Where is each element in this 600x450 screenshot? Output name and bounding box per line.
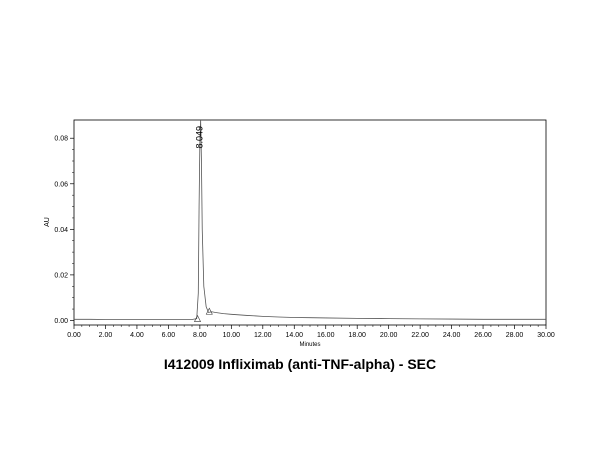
- y-axis-ticks: [70, 137, 74, 321]
- x-tick-label: 4.00: [130, 332, 144, 339]
- x-tick-label: 20.00: [380, 332, 398, 339]
- y-tick-label: 0.06: [54, 181, 68, 188]
- figure-caption: I412009 Infliximab (anti-TNF-alpha) - SE…: [163, 356, 437, 372]
- x-tick-label: 18.00: [348, 332, 366, 339]
- x-tick-label: 14.00: [286, 332, 304, 339]
- x-tick-label: 24.00: [443, 332, 461, 339]
- y-tick-label: 0.00: [54, 318, 68, 325]
- x-axis-tick-labels: 0.00 2.00 4.00 6.00 8.00 10.00 12.00 14.00 16.00…: [67, 332, 555, 339]
- x-tick-label: 10.00: [223, 332, 241, 339]
- x-tick-label: 30.00: [537, 332, 555, 339]
- x-axis-label: Minutes: [299, 342, 320, 348]
- x-tick-label: 2.00: [99, 332, 113, 339]
- x-axis-ticks: [73, 325, 547, 329]
- plot-frame: [73, 119, 547, 326]
- x-tick-label: 16.00: [317, 332, 335, 339]
- baseline-marker: [194, 314, 201, 322]
- y-tick-label: 0.04: [54, 227, 68, 234]
- peak-labels: 8.049: [195, 126, 205, 149]
- x-tick-label: 8.00: [193, 332, 207, 339]
- chromatogram-trace: [74, 119, 546, 320]
- y-axis-label: AU: [44, 217, 51, 227]
- y-tick-label: 0.02: [54, 272, 68, 279]
- x-tick-label: 22.00: [411, 332, 429, 339]
- x-tick-label: 12.00: [254, 332, 272, 339]
- peak-retention-label: 8.049: [195, 126, 205, 149]
- baseline-marker: [205, 307, 213, 315]
- x-tick-label: 6.00: [162, 332, 176, 339]
- chromatogram-chart: 0.00 0.02 0.04 0.06 0.08 0.00 2.00 4.00 6.00 8.0…: [44, 119, 555, 348]
- y-axis-tick-labels: 0.00 0.02 0.04 0.06 0.08: [54, 136, 68, 325]
- x-tick-label: 0.00: [67, 332, 81, 339]
- x-tick-label: 28.00: [506, 332, 524, 339]
- integration-markers: [194, 307, 213, 322]
- y-tick-label: 0.08: [54, 136, 68, 143]
- x-tick-label: 26.00: [474, 332, 492, 339]
